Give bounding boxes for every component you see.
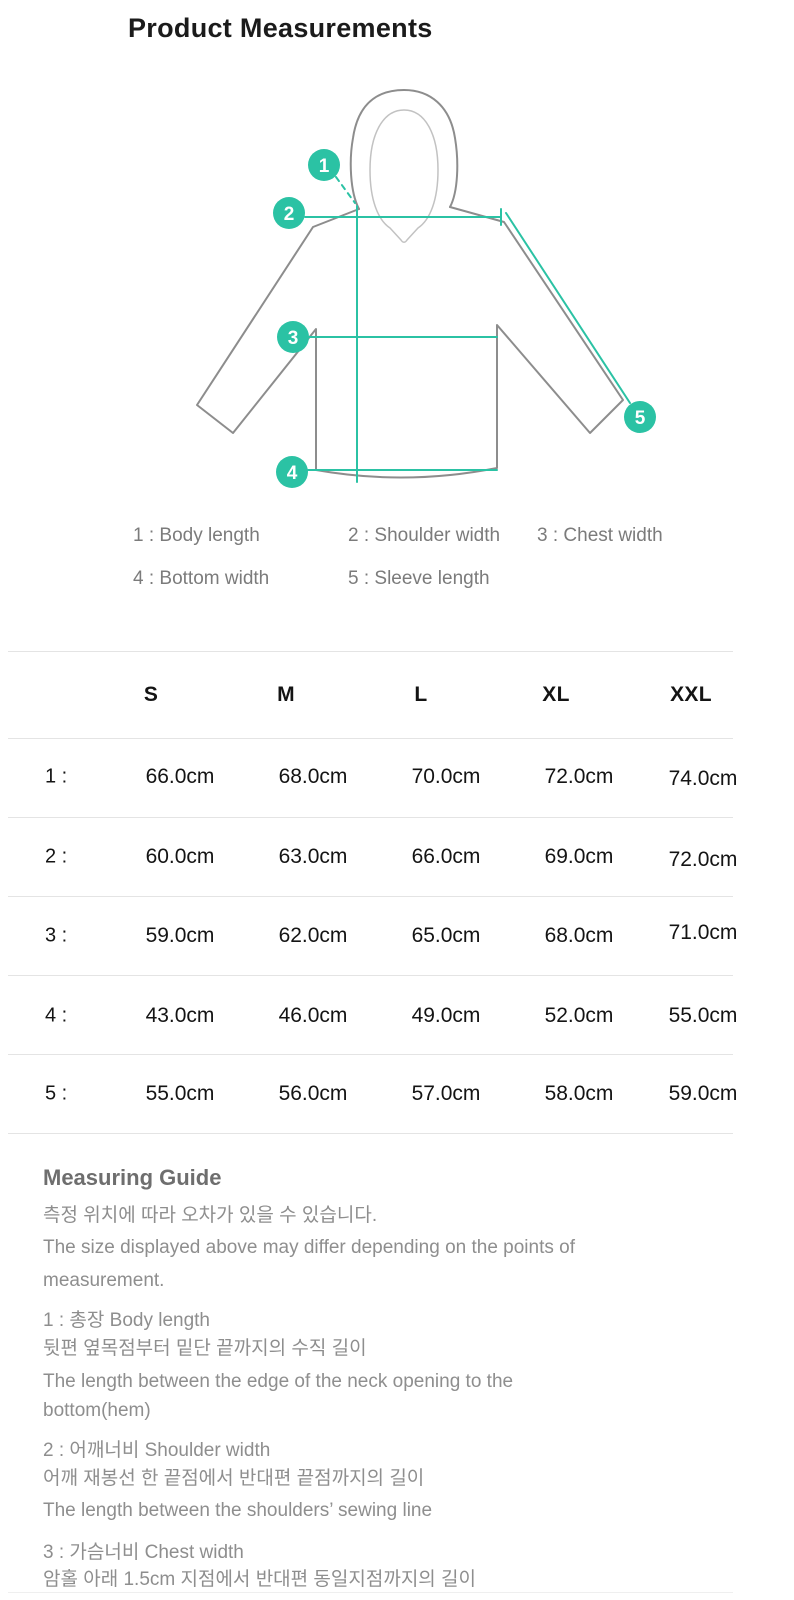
guide-intro-line-ko: 측정 위치에 따라 오차가 있을 수 있습니다. (43, 1205, 378, 1226)
measurement-lines (304, 176, 631, 483)
guide-item-3-title: 3 : 가슴너비 Chest width (43, 1542, 244, 1563)
cell-4-m: 46.0cm (278, 1004, 348, 1027)
guide-item-2-title: 2 : 어깨너비 Shoulder width (43, 1440, 271, 1461)
legend-sleeve-length: 5 : Sleeve length (348, 568, 490, 589)
cell-4-s: 43.0cm (145, 1004, 215, 1027)
cell-1-xl: 72.0cm (544, 765, 614, 788)
marker1-dashed-pointer-line (335, 176, 356, 204)
column-header-m: M (277, 683, 295, 706)
hood-inner-path (369, 109, 439, 243)
cell-1-l: 70.0cm (411, 765, 481, 788)
marker-2-badge: 2 (273, 197, 305, 229)
column-header-s: S (143, 683, 159, 706)
row-1-label: 1 : (45, 765, 68, 788)
guide-item-2-line-ko: 어깨 재봉선 한 끝점에서 반대편 끝점까지의 길이 (43, 1468, 425, 1489)
sleeve-length-line (505, 212, 631, 404)
hoodie-body-path (196, 206, 624, 479)
table-divider-3 (8, 896, 733, 897)
shoulder-width-line (304, 208, 502, 226)
guide-item-3-line-ko: 암홀 아래 1.5cm 지점에서 반대편 동일지점까지의 길이 (43, 1569, 477, 1590)
column-header-xxl: XXL (670, 683, 712, 706)
cell-2-m: 63.0cm (278, 845, 348, 868)
cell-2-xl: 69.0cm (544, 845, 614, 868)
guide-item-1-line-en-2: bottom(hem) (43, 1400, 151, 1421)
cell-5-l: 57.0cm (411, 1082, 481, 1105)
marker-2-number: 2 (284, 204, 295, 225)
cell-3-m: 62.0cm (278, 924, 348, 947)
marker-4-number: 4 (287, 463, 298, 484)
marker-4-badge: 4 (276, 456, 308, 488)
guide-intro-line-en-1: The size displayed above may differ depe… (43, 1237, 575, 1258)
cell-2-xxl: 72.0cm (668, 848, 738, 871)
table-divider-2 (8, 817, 733, 818)
measuring-guide-heading: Measuring Guide (43, 1165, 222, 1190)
guide-bottom-divider (8, 1592, 733, 1593)
row-3-label: 3 : (45, 924, 68, 947)
cell-1-m: 68.0cm (278, 765, 348, 788)
column-header-l: L (414, 683, 428, 706)
row-4-label: 4 : (45, 1004, 68, 1027)
hood-outline-path (349, 89, 459, 210)
marker-5-number: 5 (635, 408, 646, 429)
marker-5-badge: 5 (624, 401, 656, 433)
legend-shoulder-width: 2 : Shoulder width (348, 525, 501, 546)
table-border-bottom (8, 1133, 733, 1134)
page-title: Product Measurements (128, 13, 433, 43)
guide-item-1-line-en-1: The length between the edge of the neck … (43, 1371, 514, 1392)
cell-2-l: 66.0cm (411, 845, 481, 868)
cell-3-xxl: 71.0cm (668, 921, 738, 944)
cell-5-xl: 58.0cm (544, 1082, 614, 1105)
table-divider-4 (8, 975, 733, 976)
cell-3-xl: 68.0cm (544, 924, 614, 947)
guide-item-2-line-en: The length between the shoulders’ sewing… (43, 1500, 433, 1521)
legend-chest-width: 3 : Chest width (537, 525, 663, 546)
cell-3-l: 65.0cm (411, 924, 481, 947)
guide-item-1-line-ko: 뒷편 옆목점부터 밑단 끝까지의 수직 길이 (43, 1338, 367, 1359)
hoodie-measurement-diagram: 1 2 3 4 5 (196, 89, 656, 488)
legend-body-length: 1 : Body length (133, 525, 260, 546)
measurement-markers: 1 2 3 4 5 (273, 149, 656, 488)
cell-1-xxl: 74.0cm (668, 767, 738, 790)
marker-3-number: 3 (288, 328, 299, 349)
cell-5-s: 55.0cm (145, 1082, 215, 1105)
marker-3-badge: 3 (277, 321, 309, 353)
guide-intro-line-en-2: measurement. (43, 1270, 165, 1291)
table-border-top (8, 651, 733, 652)
row-2-label: 2 : (45, 845, 68, 868)
cell-4-xl: 52.0cm (544, 1004, 614, 1027)
row-5-label: 5 : (45, 1082, 68, 1105)
marker-1-number: 1 (319, 156, 330, 177)
guide-item-1-title: 1 : 총장 Body length (43, 1310, 210, 1331)
table-divider-1 (8, 738, 733, 739)
cell-3-s: 59.0cm (145, 924, 215, 947)
cell-1-s: 66.0cm (145, 765, 215, 788)
cell-2-s: 60.0cm (145, 845, 215, 868)
table-divider-5 (8, 1054, 733, 1055)
cell-4-xxl: 55.0cm (668, 1004, 738, 1027)
legend-bottom-width: 4 : Bottom width (133, 568, 270, 589)
cell-5-m: 56.0cm (278, 1082, 348, 1105)
column-header-xl: XL (542, 683, 570, 706)
cell-4-l: 49.0cm (411, 1004, 481, 1027)
marker-1-badge: 1 (308, 149, 340, 181)
cell-5-xxl: 59.0cm (668, 1082, 738, 1105)
